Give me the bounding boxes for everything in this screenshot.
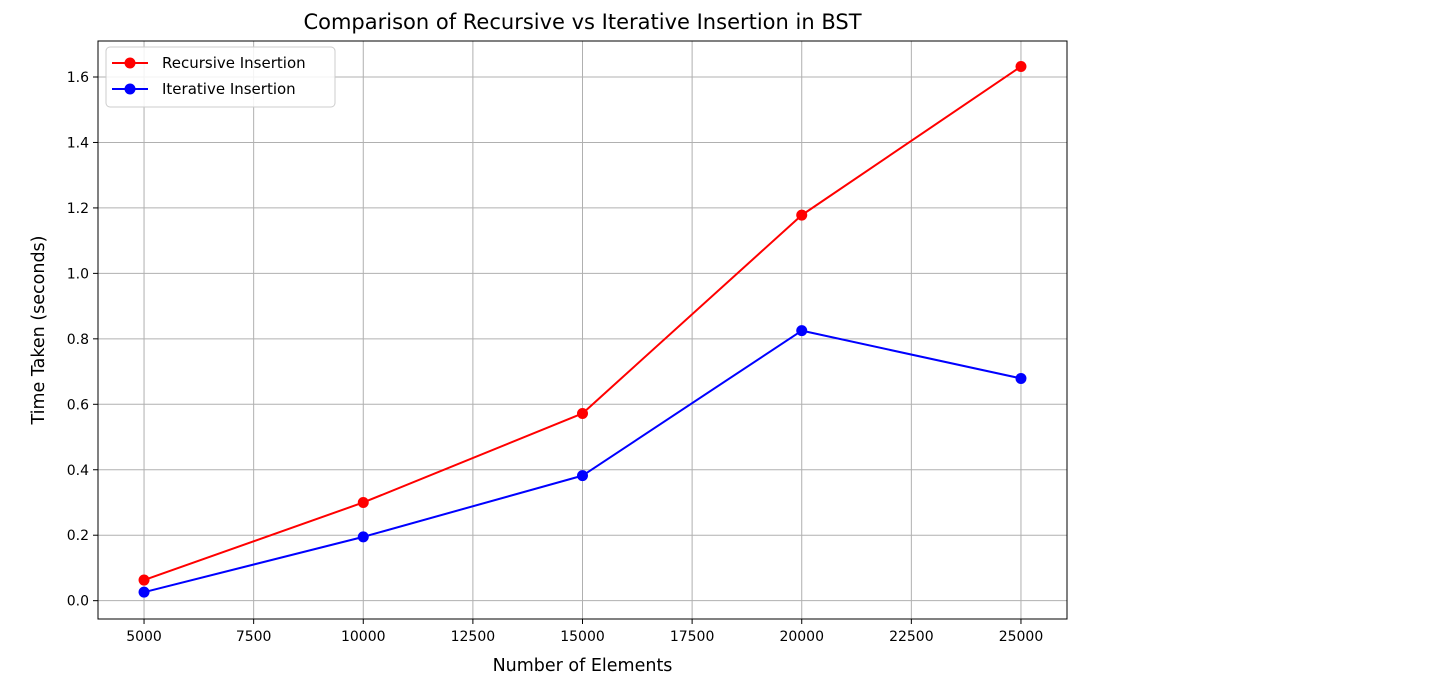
legend-box (105, 46, 336, 108)
x-axis-ticks: 5000 7500 10000 12500 15000 17500 20000 22500 25… (126, 619, 1043, 645)
y-tick-label: 0.4 (67, 463, 89, 479)
legend: Recursive Insertion Iterative Insertion (105, 46, 336, 108)
y-tick-label: 0.0 (67, 594, 89, 610)
data-point (796, 325, 808, 337)
y-tick-label: 1.0 (67, 266, 89, 282)
x-tick-label: 17500 (670, 629, 715, 645)
chart-title: Comparison of Recursive vs Iterative Ins… (303, 10, 861, 34)
data-point (357, 531, 369, 543)
y-tick-label: 0.6 (67, 397, 89, 413)
y-tick-label: 1.4 (67, 135, 89, 151)
x-tick-label: 12500 (451, 629, 496, 645)
legend-label: Iterative Insertion (162, 80, 296, 98)
series-layer (138, 61, 1027, 598)
legend-item-1: Recursive Insertion (112, 54, 306, 72)
data-point (577, 407, 588, 419)
legend-label: Recursive Insertion (162, 54, 306, 72)
legend-marker (124, 83, 136, 95)
x-gridlines (143, 41, 1022, 619)
x-tick-label: 7500 (236, 629, 272, 645)
legend-item-2: Iterative Insertion (112, 80, 296, 98)
y-axis-ticks: 0.0 0.2 0.4 0.6 0.8 1.0 1.2 1.4 1.6 (67, 70, 98, 610)
series-2 (138, 325, 1027, 598)
y-axis-label: Time Taken (seconds) (29, 235, 49, 425)
y-tick-label: 0.2 (67, 528, 89, 544)
data-point (1015, 61, 1027, 73)
data-point (138, 586, 150, 598)
y-tick-label: 1.6 (67, 70, 89, 86)
data-point (796, 209, 808, 221)
x-axis-label: Number of Elements (493, 656, 673, 676)
series-1 (138, 61, 1027, 586)
y-tick-label: 0.8 (67, 332, 89, 348)
data-point (138, 574, 150, 586)
legend-marker (124, 57, 136, 69)
x-tick-label: 25000 (999, 629, 1044, 645)
x-tick-label: 10000 (341, 629, 386, 645)
x-tick-label: 22500 (889, 629, 934, 645)
data-point (1015, 372, 1027, 384)
data-point (577, 470, 588, 482)
x-tick-label: 20000 (779, 629, 824, 645)
x-tick-label: 15000 (560, 629, 605, 645)
data-point (357, 496, 369, 508)
y-tick-label: 1.2 (67, 201, 89, 217)
legend-items: Recursive Insertion Iterative Insertion (112, 54, 306, 98)
x-tick-label: 5000 (126, 629, 162, 645)
